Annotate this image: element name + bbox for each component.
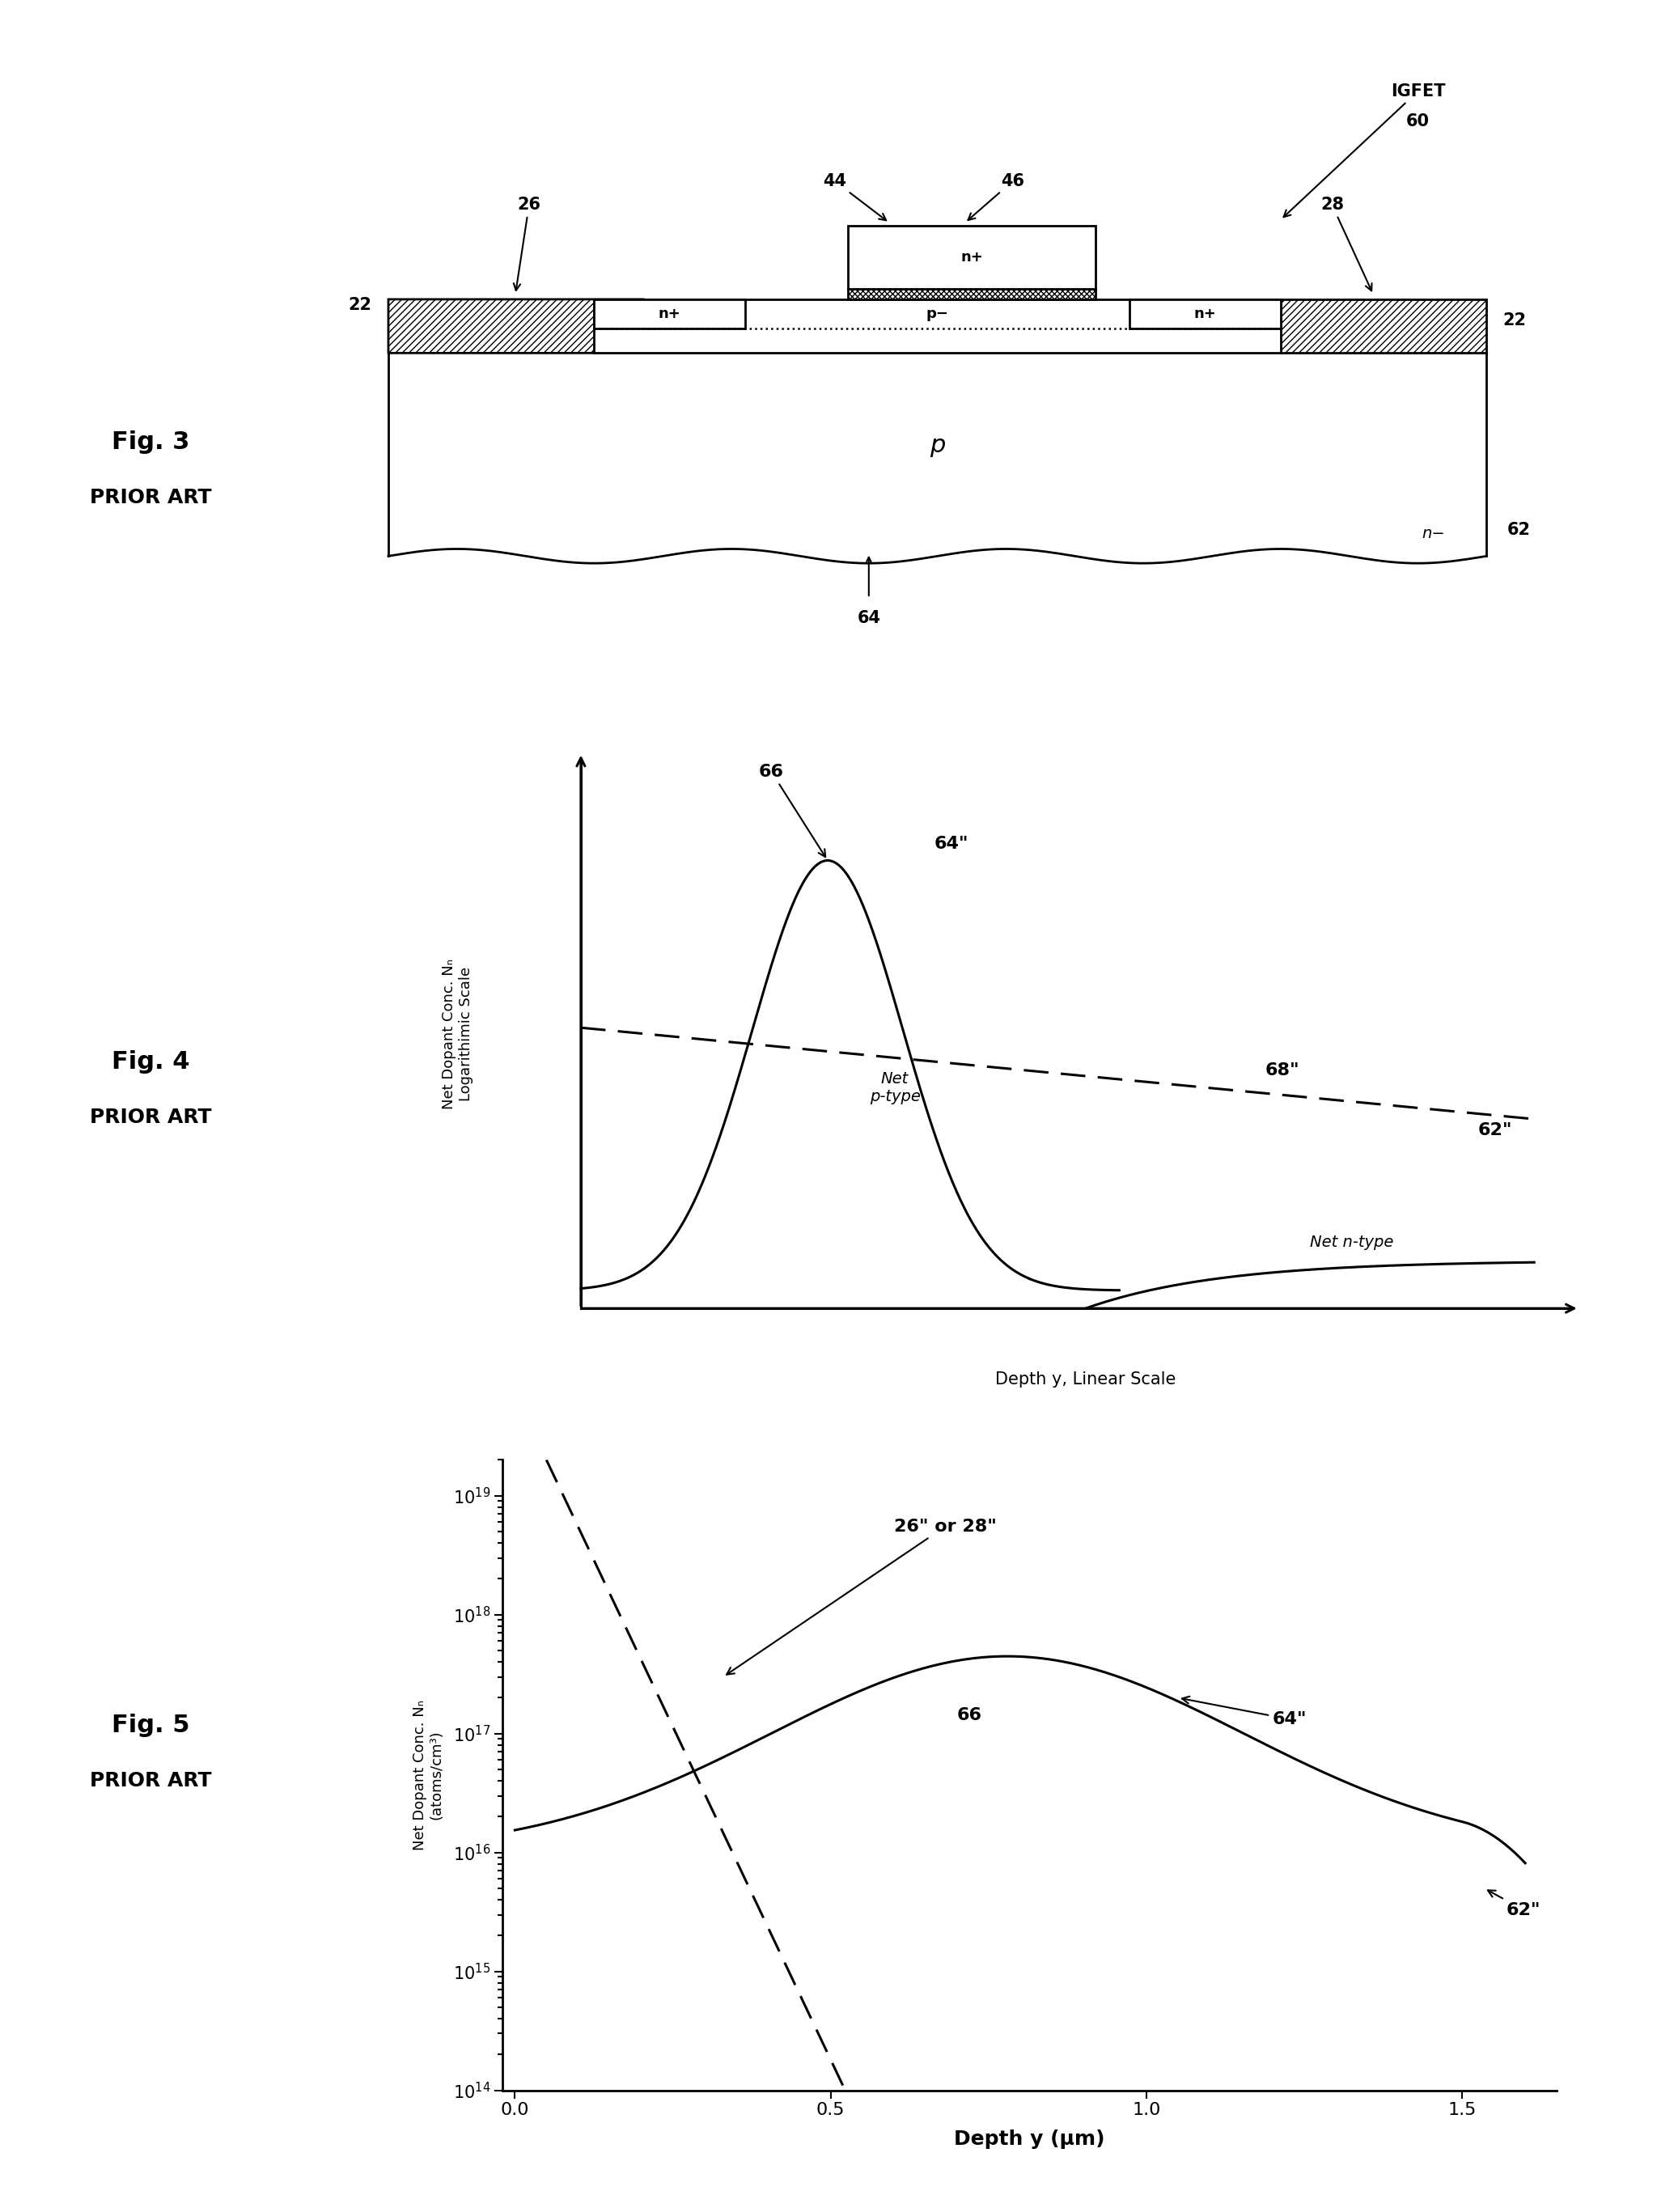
Text: PRIOR ART: PRIOR ART	[90, 1108, 211, 1126]
Text: 28: 28	[1321, 197, 1371, 290]
Text: Fig. 4: Fig. 4	[112, 1051, 189, 1073]
Text: Net n-type: Net n-type	[1311, 1234, 1393, 1250]
Text: PRIOR ART: PRIOR ART	[90, 1772, 211, 1790]
Text: 64: 64	[857, 611, 881, 626]
Text: 64": 64"	[934, 836, 969, 852]
Bar	[849, 226, 1095, 288]
Text: 62": 62"	[1488, 1891, 1540, 1918]
Text: 22: 22	[348, 296, 372, 314]
Text: 68": 68"	[1266, 1062, 1299, 1079]
Text: Net Dopant Conc. Nₙ
Logarithimic Scale: Net Dopant Conc. Nₙ Logarithimic Scale	[442, 958, 474, 1108]
Bar	[594, 299, 1281, 354]
Text: 64": 64"	[1182, 1697, 1307, 1728]
Text: p−: p−	[926, 307, 949, 321]
Text: n+: n+	[658, 307, 681, 321]
Text: 26" or 28": 26" or 28"	[727, 1520, 996, 1674]
Text: PRIOR ART: PRIOR ART	[90, 489, 211, 507]
Bar	[849, 288, 1095, 299]
Text: Depth y, Linear Scale: Depth y, Linear Scale	[996, 1371, 1175, 1387]
Text: 66: 66	[758, 763, 825, 856]
Text: 44: 44	[822, 173, 886, 221]
Text: 62: 62	[1507, 522, 1530, 538]
Bar	[594, 299, 745, 330]
Text: p: p	[929, 434, 946, 458]
Text: 26: 26	[514, 197, 541, 290]
Text: Net
p-type: Net p-type	[869, 1071, 921, 1104]
Polygon shape	[1232, 299, 1487, 354]
Text: 22: 22	[1503, 312, 1527, 327]
Bar	[1130, 299, 1281, 330]
X-axis label: Depth y (μm): Depth y (μm)	[954, 2130, 1105, 2150]
Text: n+: n+	[1194, 307, 1217, 321]
Text: 60: 60	[1406, 113, 1430, 128]
Text: n−: n−	[1423, 526, 1445, 542]
Text: IGFET: IGFET	[1284, 84, 1445, 217]
Text: Fig. 3: Fig. 3	[112, 431, 189, 453]
Text: 66: 66	[958, 1708, 983, 1723]
Y-axis label: Net Dopant Conc. Nₙ
(atoms/cm³): Net Dopant Conc. Nₙ (atoms/cm³)	[412, 1701, 444, 1849]
Text: 62": 62"	[1478, 1121, 1513, 1139]
Text: 46: 46	[968, 173, 1024, 221]
Text: n+: n+	[961, 250, 983, 265]
Polygon shape	[388, 299, 643, 354]
Text: Fig. 5: Fig. 5	[112, 1714, 189, 1736]
